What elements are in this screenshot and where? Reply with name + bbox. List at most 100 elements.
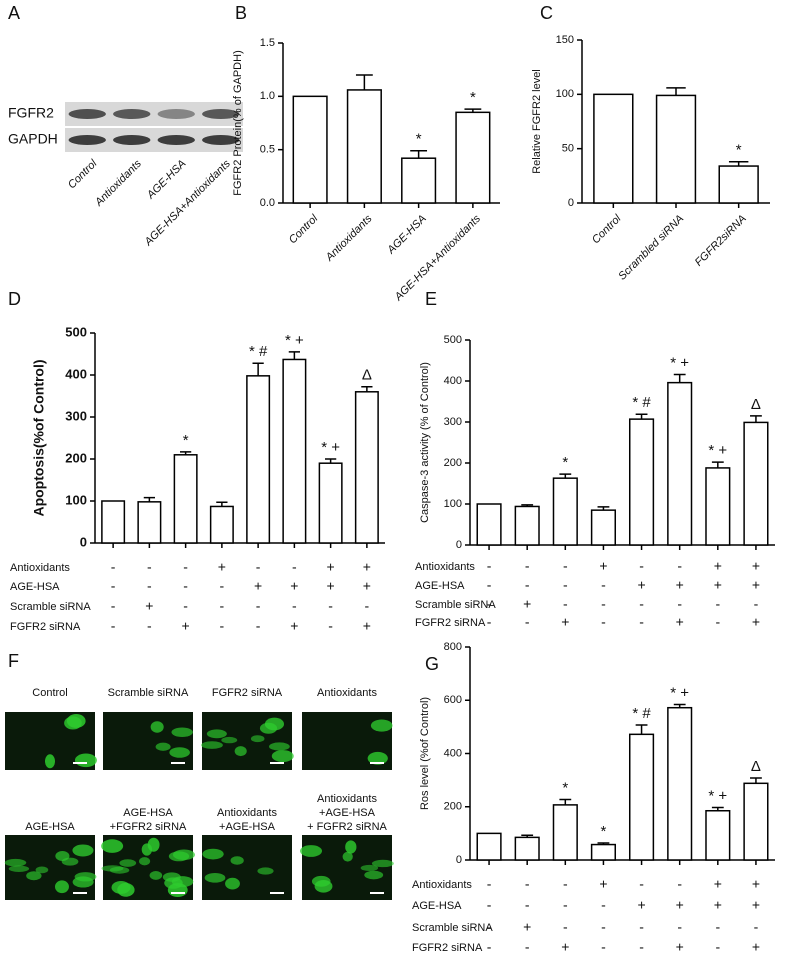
error-bar	[252, 362, 264, 376]
error-bar	[635, 413, 648, 420]
cell	[300, 845, 323, 857]
condition-mark: -	[677, 558, 682, 574]
error-bar	[673, 373, 686, 383]
condition-mark: -	[256, 618, 261, 634]
condition-label: Antioxidants	[10, 562, 70, 574]
cell	[234, 746, 247, 757]
bar	[246, 375, 271, 544]
bar	[743, 782, 769, 861]
annotation: *	[183, 432, 189, 449]
condition-mark: -	[365, 598, 370, 614]
cell	[342, 851, 353, 862]
condition-mark: -	[292, 598, 297, 614]
error-bar	[711, 806, 724, 811]
band	[68, 135, 106, 145]
bar	[590, 843, 617, 861]
image-label: Control	[32, 687, 67, 699]
condition-mark: -	[525, 876, 530, 892]
condition-mark: +	[714, 876, 722, 892]
condition-mark: +	[254, 578, 262, 594]
cell	[35, 866, 49, 874]
image-label: + FGFR2 siRNA	[307, 821, 387, 833]
condition-mark: +	[218, 559, 226, 575]
bar	[354, 391, 379, 544]
bar	[667, 381, 693, 546]
bar	[628, 418, 655, 546]
condition-mark: +	[290, 578, 298, 594]
bar	[628, 733, 655, 861]
condition-mark: -	[487, 596, 492, 612]
condition-mark: -	[328, 598, 333, 614]
error-bar	[711, 461, 724, 468]
cell	[150, 721, 164, 733]
condition-mark: -	[563, 897, 568, 913]
bar	[476, 503, 502, 546]
y-axis-label: Ros level (%of Control)	[419, 697, 431, 810]
condition-mark: -	[677, 876, 682, 892]
y-tick-label: 400	[444, 747, 462, 759]
annotation: *	[601, 823, 607, 840]
condition-mark: -	[715, 596, 720, 612]
image-label: +FGFR2 siRNA	[110, 821, 187, 833]
error-bar	[673, 703, 686, 708]
cell	[54, 880, 69, 894]
category-label: Control	[590, 212, 624, 246]
panel-letter: C	[540, 3, 553, 23]
bar	[514, 505, 540, 546]
cell	[26, 871, 42, 881]
bar	[743, 421, 769, 546]
error-bar	[355, 74, 373, 90]
annotation: * +	[670, 684, 689, 701]
error-bar	[750, 777, 762, 784]
cell	[230, 856, 244, 865]
condition-mark: +	[327, 559, 335, 575]
condition-mark: -	[525, 897, 530, 913]
cell	[74, 753, 97, 768]
bar	[593, 93, 634, 204]
category-label: Control	[287, 212, 321, 246]
condition-mark: -	[601, 897, 606, 913]
condition-mark: -	[525, 614, 530, 630]
condition-mark: +	[561, 614, 569, 630]
cell	[250, 735, 265, 743]
cell	[225, 877, 240, 890]
condition-label: FGFR2 siRNA	[415, 617, 486, 629]
cell	[271, 750, 294, 763]
y-tick-label: 0	[568, 197, 574, 209]
condition-mark: +	[561, 939, 569, 955]
condition-mark: +	[182, 618, 190, 634]
cell	[169, 747, 190, 758]
y-tick-label: 0	[456, 854, 462, 866]
annotation: * #	[632, 705, 651, 722]
image-label: Antioxidants	[317, 687, 377, 699]
y-tick-label: 150	[556, 34, 574, 46]
condition-label: AGE-HSA	[412, 900, 462, 912]
cell	[206, 729, 227, 739]
condition-mark: +	[752, 614, 760, 630]
error-bar	[521, 504, 534, 507]
condition-mark: -	[563, 577, 568, 593]
condition-mark: -	[292, 559, 297, 575]
annotation: * +	[285, 332, 304, 349]
condition-mark: +	[676, 614, 684, 630]
bar	[514, 836, 540, 861]
cell	[4, 858, 27, 867]
y-tick-label: 400	[444, 375, 462, 387]
condition-label: Antioxidants	[415, 561, 475, 573]
category-label: Antioxidants	[92, 157, 144, 209]
cell	[221, 736, 238, 744]
condition-mark: -	[220, 578, 225, 594]
row-label: FGFR2	[8, 105, 54, 121]
condition-mark: -	[754, 596, 759, 612]
error-bar	[288, 351, 300, 360]
condition-mark: -	[563, 596, 568, 612]
condition-mark: +	[637, 897, 645, 913]
condition-mark: -	[220, 598, 225, 614]
error-bar	[559, 473, 572, 479]
condition-mark: -	[147, 559, 152, 575]
error-bar	[635, 724, 648, 735]
bar	[346, 89, 382, 204]
annotation: * +	[708, 788, 727, 805]
condition-mark: -	[525, 939, 530, 955]
condition-mark: +	[714, 897, 722, 913]
